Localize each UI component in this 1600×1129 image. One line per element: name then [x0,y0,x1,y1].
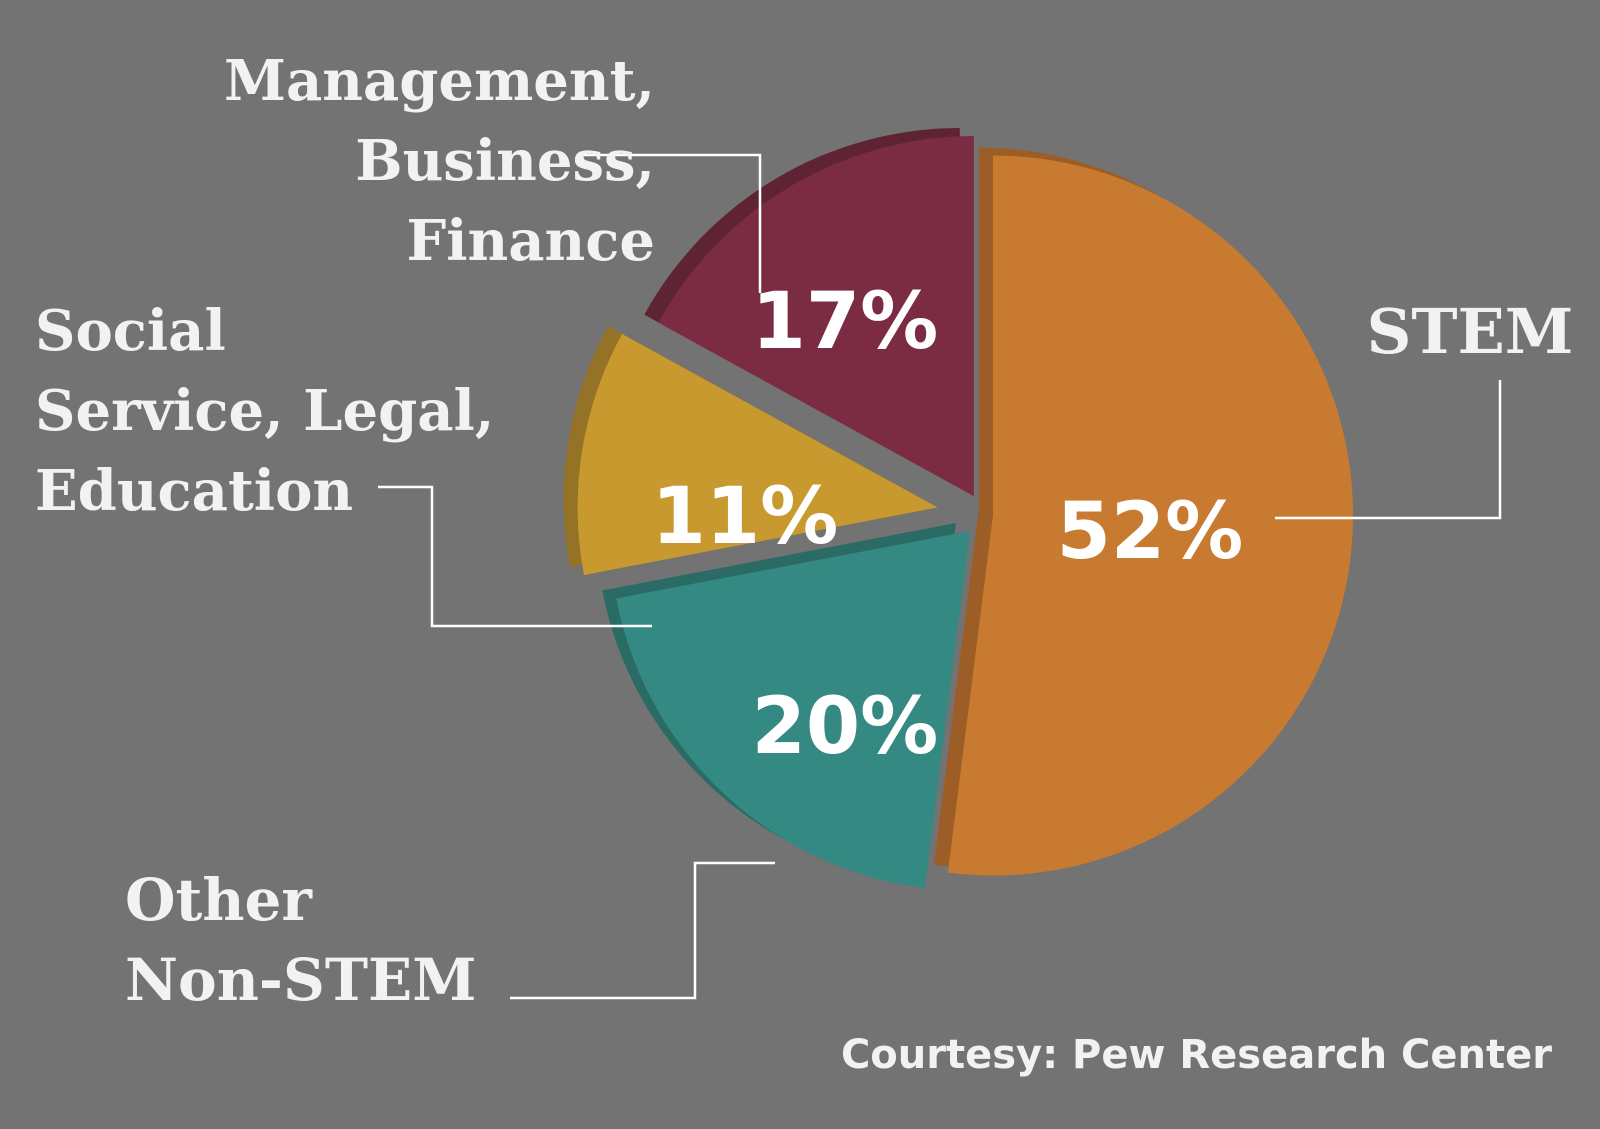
category-labels: STEM Other Non-STEM Social Service, Legal, Ed… [35,48,1573,1014]
percent-labels: 52% 20% 11% 17% [652,277,1244,772]
category-label-line: STEM [1367,295,1574,368]
category-label-line: Finance [407,208,655,274]
category-label-line: Social [35,298,226,364]
category-label: Social Service, Legal, Education [35,298,494,524]
category-label: Other Non-STEM [125,866,476,1014]
slices [577,136,1353,889]
category-label-line: Other [125,866,313,934]
slice-percent-label: 17% [752,277,939,367]
category-label: STEM [1367,295,1574,368]
pie-slice [616,531,970,889]
category-label-line: Education [35,458,353,524]
category-label-line: Management, [224,48,655,114]
leader-line [580,153,762,293]
category-label-line: Business, [355,128,655,194]
slice-percent-label: 11% [652,472,839,562]
leader-lines [378,153,1502,1000]
category-label: Management, Business, Finance [224,48,655,274]
pie-slice [658,136,974,497]
pie-slice [577,334,938,575]
slice-percent-label: 52% [1057,487,1244,577]
category-label-line: Non-STEM [125,946,476,1014]
leader-line [510,861,775,1000]
slice-percent-label: 20% [752,682,939,772]
leader-line [378,485,652,628]
leader-line [1275,380,1502,520]
category-label-line: Service, Legal, [35,378,494,444]
source-credit: Courtesy: Pew Research Center [841,1032,1552,1078]
pie-slice [947,155,1353,876]
